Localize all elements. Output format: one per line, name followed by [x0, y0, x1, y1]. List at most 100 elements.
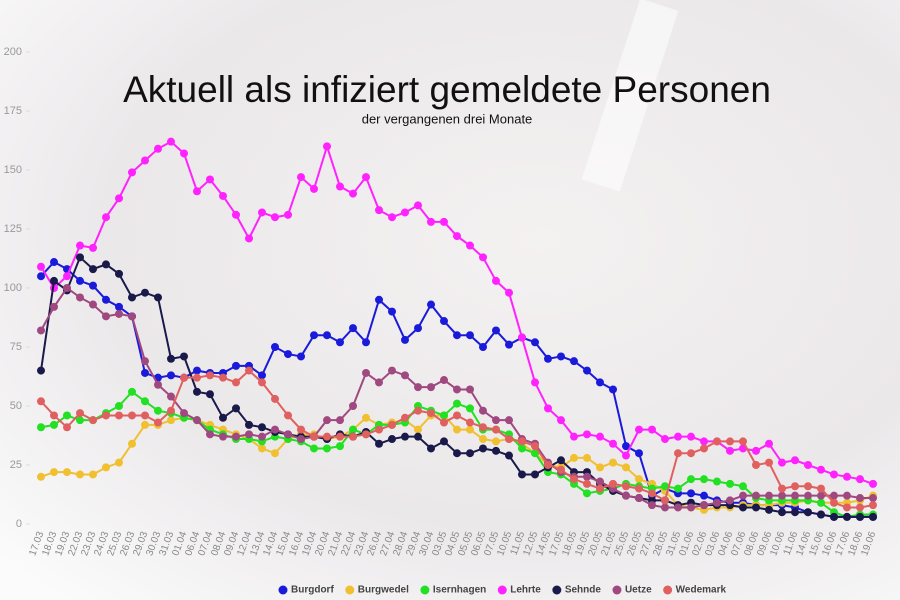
- data-point: [492, 276, 500, 285]
- data-point: [89, 265, 97, 274]
- data-point: [336, 432, 344, 441]
- data-point: [713, 477, 721, 486]
- data-point: [817, 484, 825, 493]
- data-point: [297, 435, 305, 444]
- data-point: [596, 463, 604, 472]
- data-point: [414, 406, 422, 415]
- data-point: [713, 498, 721, 507]
- data-point: [193, 416, 201, 425]
- data-point: [63, 284, 71, 292]
- data-point: [401, 432, 409, 441]
- data-point: [401, 208, 409, 217]
- data-point: [648, 501, 656, 510]
- data-point: [791, 491, 799, 500]
- data-point: [362, 430, 370, 439]
- data-point: [440, 217, 448, 226]
- data-point: [349, 432, 357, 441]
- data-point: [258, 444, 266, 453]
- data-point: [479, 406, 487, 415]
- data-point: [583, 489, 591, 498]
- data-point: [544, 404, 552, 413]
- data-point: [661, 435, 669, 444]
- data-point: [141, 357, 149, 366]
- data-point: [336, 416, 344, 425]
- data-point: [440, 437, 448, 446]
- data-point: [687, 503, 695, 512]
- data-point: [518, 470, 526, 479]
- data-point: [791, 508, 799, 517]
- data-point: [739, 437, 747, 446]
- data-point: [167, 406, 175, 415]
- data-point: [635, 449, 643, 458]
- data-point: [37, 472, 45, 481]
- data-point: [258, 208, 266, 217]
- data-point: [557, 416, 565, 425]
- data-point: [492, 416, 500, 425]
- data-point: [414, 201, 422, 210]
- data-point: [128, 293, 136, 302]
- data-point: [622, 442, 630, 451]
- data-point: [37, 397, 45, 406]
- data-point: [154, 418, 162, 427]
- data-point: [258, 423, 266, 432]
- data-point: [258, 378, 266, 387]
- data-point: [219, 373, 227, 382]
- data-point: [544, 354, 552, 363]
- data-point: [466, 385, 474, 394]
- data-point: [414, 383, 422, 392]
- data-point: [687, 475, 695, 484]
- data-point: [63, 423, 71, 432]
- data-point: [700, 501, 708, 510]
- data-point: [570, 357, 578, 366]
- data-point: [362, 368, 370, 377]
- data-point: [505, 288, 513, 297]
- data-point: [752, 446, 760, 455]
- data-point: [76, 470, 84, 479]
- data-point: [778, 458, 786, 467]
- data-point: [661, 482, 669, 491]
- data-point: [791, 456, 799, 465]
- data-point: [50, 302, 58, 311]
- legend-marker: [497, 585, 507, 595]
- data-point: [856, 494, 864, 503]
- data-point: [479, 253, 487, 262]
- data-point: [388, 420, 396, 429]
- data-point: [739, 503, 747, 512]
- data-point: [570, 453, 578, 462]
- data-point: [89, 281, 97, 290]
- data-point: [674, 449, 682, 458]
- data-point: [778, 491, 786, 500]
- data-point: [479, 444, 487, 453]
- data-point: [115, 269, 123, 278]
- data-point: [674, 432, 682, 441]
- data-point: [635, 475, 643, 484]
- data-point: [232, 432, 240, 441]
- data-point: [154, 144, 162, 153]
- data-point: [219, 432, 227, 441]
- data-point: [167, 392, 175, 401]
- data-point: [37, 272, 45, 281]
- data-point: [778, 484, 786, 493]
- data-point: [219, 413, 227, 422]
- data-point: [323, 331, 331, 340]
- data-point: [765, 458, 773, 467]
- data-point: [115, 302, 123, 311]
- data-point: [310, 432, 318, 441]
- data-point: [141, 420, 149, 429]
- data-point: [128, 439, 136, 448]
- data-point: [557, 456, 565, 465]
- data-point: [609, 479, 617, 488]
- data-point: [271, 449, 279, 458]
- data-point: [37, 423, 45, 432]
- data-point: [648, 489, 656, 498]
- data-point: [804, 482, 812, 491]
- data-point: [245, 420, 253, 429]
- data-point: [453, 399, 461, 408]
- data-point: [661, 496, 669, 505]
- data-point: [154, 406, 162, 415]
- legend-marker: [612, 585, 622, 595]
- data-point: [115, 458, 123, 467]
- data-point: [804, 461, 812, 469]
- data-point: [180, 409, 188, 418]
- data-point: [726, 479, 734, 488]
